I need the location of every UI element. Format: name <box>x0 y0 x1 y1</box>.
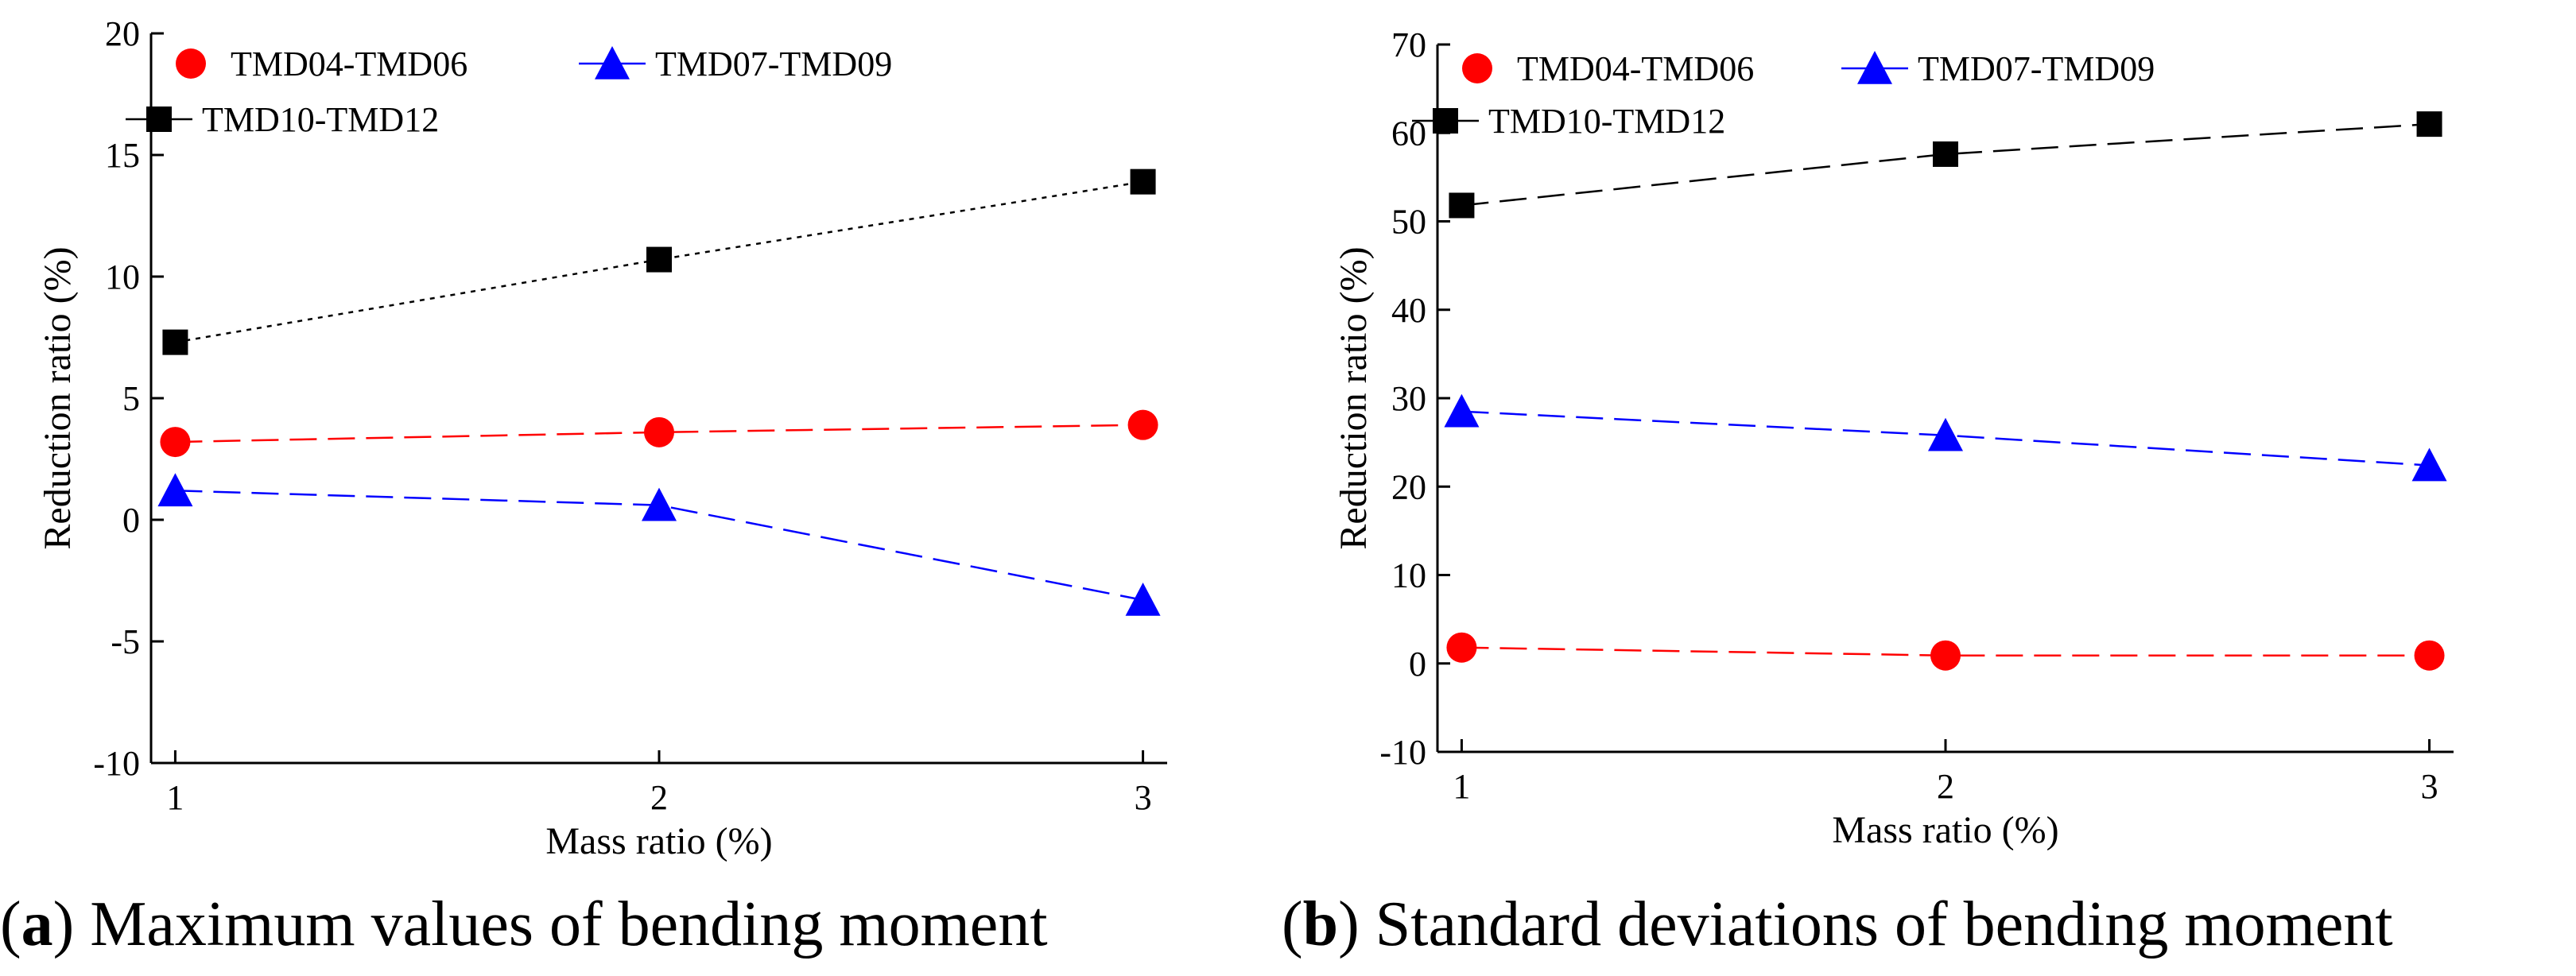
series-TMD07-TMD09 <box>1444 393 2447 482</box>
legend: TMD04-TMD06 TMD07-TMD09 TMD10-TMD12 <box>126 45 892 139</box>
legend-label: TMD10-TMD12 <box>202 100 439 139</box>
legend-label: TMD07-TMD09 <box>1918 49 2155 88</box>
legend-label: TMD07-TMD09 <box>655 45 892 83</box>
legend-item: TMD10-TMD12 <box>1412 102 1725 141</box>
legend-marker <box>1433 108 1458 134</box>
legend-item: TMD07-TMD09 <box>1841 49 2155 88</box>
legend-item: TMD04-TMD06 <box>1462 49 1754 88</box>
y-tick-label: 60 <box>1391 114 1426 153</box>
y-tick-label: 10 <box>1391 556 1426 595</box>
y-tick-label: 40 <box>1391 291 1426 330</box>
legend-marker <box>1857 51 1892 84</box>
y-tick-label: -5 <box>111 622 140 661</box>
series-line <box>175 180 1143 343</box>
legend-label: TMD04-TMD06 <box>1517 49 1754 88</box>
caption-b-letter: b <box>1302 889 1339 959</box>
series-TMD07-TMD09 <box>157 473 1161 616</box>
y-tick-label: 0 <box>122 501 140 540</box>
x-tick-label: 3 <box>2421 767 2438 806</box>
legend-item: TMD10-TMD12 <box>126 100 439 139</box>
legend-item: TMD07-TMD09 <box>579 45 892 83</box>
x-tick-label: 2 <box>1937 767 1954 806</box>
data-point <box>157 473 193 507</box>
legend-marker <box>146 107 172 132</box>
y-tick-label: 20 <box>105 14 140 53</box>
y-tick-label: -10 <box>93 744 140 783</box>
data-point <box>1444 393 1480 428</box>
caption-b: (b) Standard deviations of bending momen… <box>1282 889 2393 959</box>
x-axis-label: Mass ratio (%) <box>1832 809 2058 851</box>
data-point <box>162 329 188 355</box>
series-TMD10-TMD12 <box>1449 111 2442 219</box>
series-line <box>1461 122 2430 207</box>
y-tick-label: 50 <box>1391 203 1426 242</box>
data-point <box>1930 640 1961 671</box>
x-tick-label: 2 <box>650 778 668 817</box>
y-tick-label: 0 <box>1409 645 1426 684</box>
legend-marker <box>1462 53 1492 83</box>
y-tick-label: 30 <box>1391 379 1426 418</box>
legend-label: TMD04-TMD06 <box>231 45 467 83</box>
caption-b-text: Standard deviations of bending moment <box>1375 889 2393 959</box>
data-point <box>1127 409 1158 440</box>
data-point <box>2416 111 2442 137</box>
series-TMD04-TMD06 <box>1446 632 2445 671</box>
legend-marker <box>176 48 206 79</box>
legend: TMD04-TMD06 TMD07-TMD09 TMD10-TMD12 <box>1412 49 2155 141</box>
x-tick-label: 1 <box>166 778 184 817</box>
data-point <box>1130 168 1156 195</box>
data-point <box>2411 447 2447 482</box>
y-tick-label: 20 <box>1391 467 1426 506</box>
caption-a-text: Maximum values of bending moment <box>90 889 1048 959</box>
y-tick-label: 10 <box>105 258 140 296</box>
data-point <box>646 246 672 273</box>
y-tick-label: 70 <box>1391 25 1426 64</box>
y-tick-label: 15 <box>105 136 140 175</box>
x-tick-label: 3 <box>1135 778 1152 817</box>
series-TMD04-TMD06 <box>160 409 1158 458</box>
data-point <box>2414 640 2445 671</box>
data-point <box>160 427 191 458</box>
data-point <box>1446 632 1477 663</box>
data-point <box>1449 192 1475 219</box>
y-tick-label: 5 <box>122 379 140 418</box>
data-point <box>1928 417 1963 451</box>
y-axis-label: Reduction ratio (%) <box>1333 246 1375 549</box>
data-point <box>644 416 674 447</box>
caption-a: (a) Maximum values of bending moment <box>0 889 1048 959</box>
legend-marker <box>595 46 630 79</box>
x-tick-label: 1 <box>1453 767 1470 806</box>
legend-item: TMD04-TMD06 <box>176 45 467 83</box>
y-tick-label: -10 <box>1379 733 1426 772</box>
chart-panel-a: -10 -5 0 5 10 15 20 1 2 3 Mass ratio (%) Reduction … <box>37 14 1167 862</box>
caption-a-letter: a <box>21 889 53 959</box>
data-point <box>1125 582 1161 616</box>
x-axis-label: Mass ratio (%) <box>545 820 772 862</box>
y-axis-label: Reduction ratio (%) <box>37 246 79 549</box>
legend-label: TMD10-TMD12 <box>1488 102 1725 141</box>
data-point <box>642 487 677 521</box>
chart-panel-b: -10 0 10 20 30 40 50 60 70 1 2 3 Mass ratio (%) Reduc… <box>1333 25 2454 851</box>
data-point <box>1933 141 1958 167</box>
series-TMD10-TMD12 <box>162 168 1156 355</box>
